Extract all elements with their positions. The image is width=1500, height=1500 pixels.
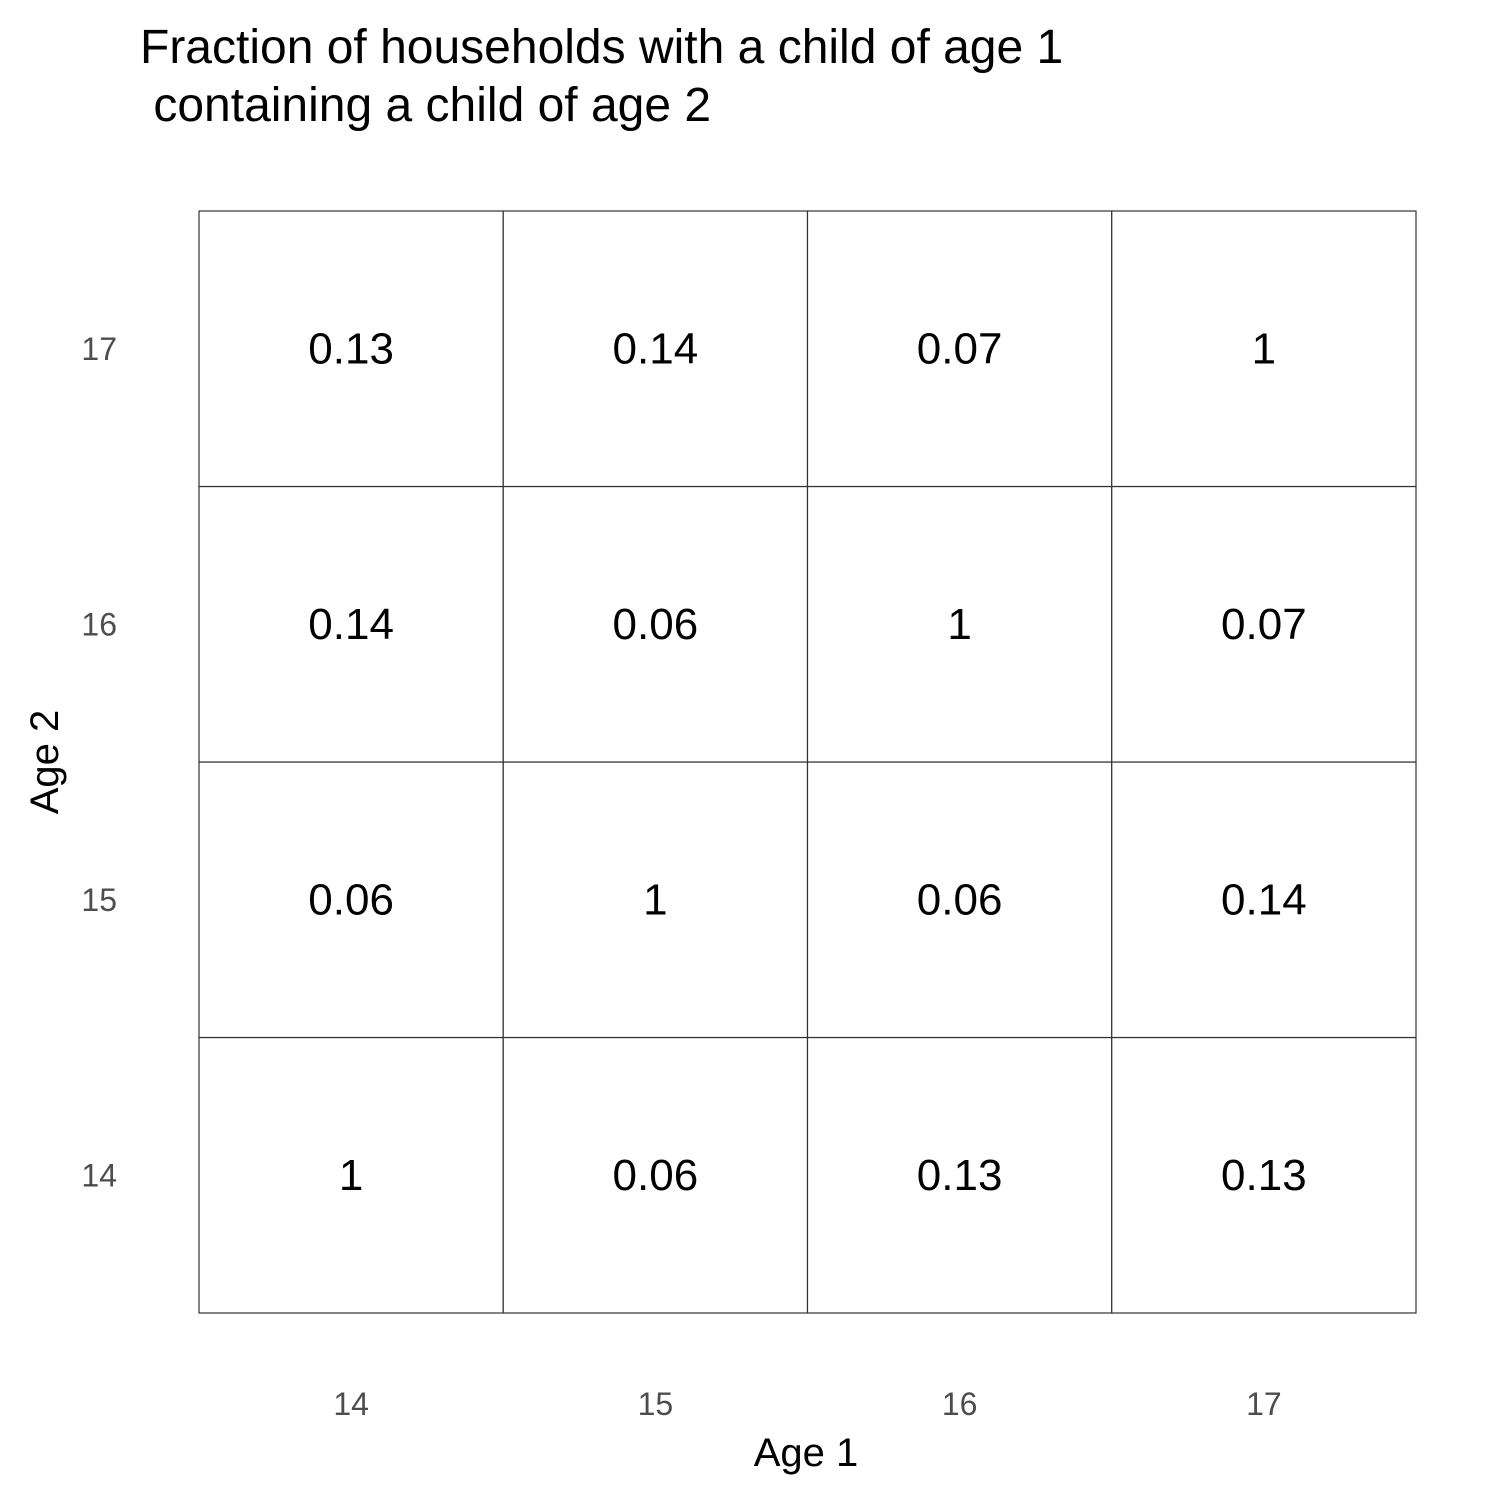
heatmap-cell: 1 <box>806 485 1113 763</box>
heatmap-cell: 0.06 <box>198 761 504 1039</box>
y-axis-title: Age 2 <box>23 710 67 815</box>
heatmap-cell: 0.13 <box>806 1036 1113 1314</box>
heatmap-cell-label: 0.13 <box>308 324 394 373</box>
heatmap-cell: 0.13 <box>1111 1036 1417 1314</box>
heatmap-cell-rect <box>502 1036 809 1314</box>
x-tick-label: 17 <box>1246 1386 1282 1422</box>
heatmap-cell: 1 <box>198 1036 504 1314</box>
heatmap-cell-label: 0.06 <box>613 1151 699 1200</box>
chart-title: Fraction of households with a child of a… <box>140 21 1063 132</box>
heatmap-cell: 0.14 <box>198 485 504 763</box>
heatmap-cell-rect <box>1111 485 1417 763</box>
heatmap-cell-label: 0.07 <box>1221 600 1307 649</box>
heatmap-cell-label: 1 <box>947 600 971 649</box>
heatmap-cell-label: 0.07 <box>917 324 1003 373</box>
heatmap-cell-label: 0.14 <box>613 324 699 373</box>
heatmap-cell: 0.13 <box>198 210 504 488</box>
heatmap-cell-rect <box>1111 210 1417 488</box>
heatmap-cell-rect <box>198 210 504 488</box>
heatmap-cells: 1 0.06 0.13 0.13 0.06 1 0.06 0.14 0.14 0.06 1 0.07 0… <box>198 210 1417 1314</box>
heatmap-cell-label: 1 <box>643 875 667 924</box>
x-axis-title: Age 1 <box>754 1431 859 1475</box>
y-tick-label: 14 <box>81 1157 117 1193</box>
y-axis-ticks: 14 15 16 17 <box>81 331 117 1194</box>
heatmap-cell-rect <box>502 485 809 763</box>
heatmap-cell-rect <box>198 485 504 763</box>
heatmap-cell: 0.14 <box>1111 761 1417 1039</box>
heatmap-cell: 0.07 <box>1111 485 1417 763</box>
heatmap-cell: 0.06 <box>806 761 1113 1039</box>
heatmap-cell-label: 0.14 <box>308 600 394 649</box>
heatmap-cell-rect <box>502 210 809 488</box>
x-tick-label: 15 <box>638 1386 674 1422</box>
heatmap-cell: 0.06 <box>502 485 809 763</box>
heatmap-cell-rect <box>198 761 504 1039</box>
heatmap-cell: 0.06 <box>502 1036 809 1314</box>
heatmap-cell: 1 <box>1111 210 1417 488</box>
heatmap-cell-rect <box>1111 761 1417 1039</box>
heatmap-cell-rect <box>198 1036 504 1314</box>
heatmap-cell-label: 1 <box>1252 324 1276 373</box>
heatmap-cell-rect <box>806 210 1113 488</box>
heatmap-cell: 1 <box>502 761 809 1039</box>
heatmap-cell: 0.14 <box>502 210 809 488</box>
y-tick-label: 15 <box>81 882 117 918</box>
heatmap-cell-label: 0.14 <box>1221 875 1307 924</box>
heatmap-cell-rect <box>502 761 809 1039</box>
heatmap-cell-label: 1 <box>339 1151 363 1200</box>
x-axis-ticks: 14 15 16 17 <box>333 1386 1281 1422</box>
y-tick-label: 16 <box>81 606 117 642</box>
heatmap-cell-label: 0.06 <box>308 875 394 924</box>
heatmap-cell-rect <box>1111 1036 1417 1314</box>
heatmap-cell-rect <box>806 761 1113 1039</box>
heatmap-cell-label: 0.06 <box>917 875 1003 924</box>
heatmap-cell: 0.07 <box>806 210 1113 488</box>
x-tick-label: 14 <box>333 1386 369 1422</box>
heatmap-cell-label: 0.13 <box>917 1151 1003 1200</box>
chart-title-line-1: Fraction of households with a child of a… <box>140 21 1063 74</box>
heatmap-cell-label: 0.06 <box>613 600 699 649</box>
chart-title-line-2: containing a child of age 2 <box>140 79 711 132</box>
y-tick-label: 17 <box>81 331 117 367</box>
x-tick-label: 16 <box>942 1386 978 1422</box>
heatmap-cell-label: 0.13 <box>1221 1151 1307 1200</box>
